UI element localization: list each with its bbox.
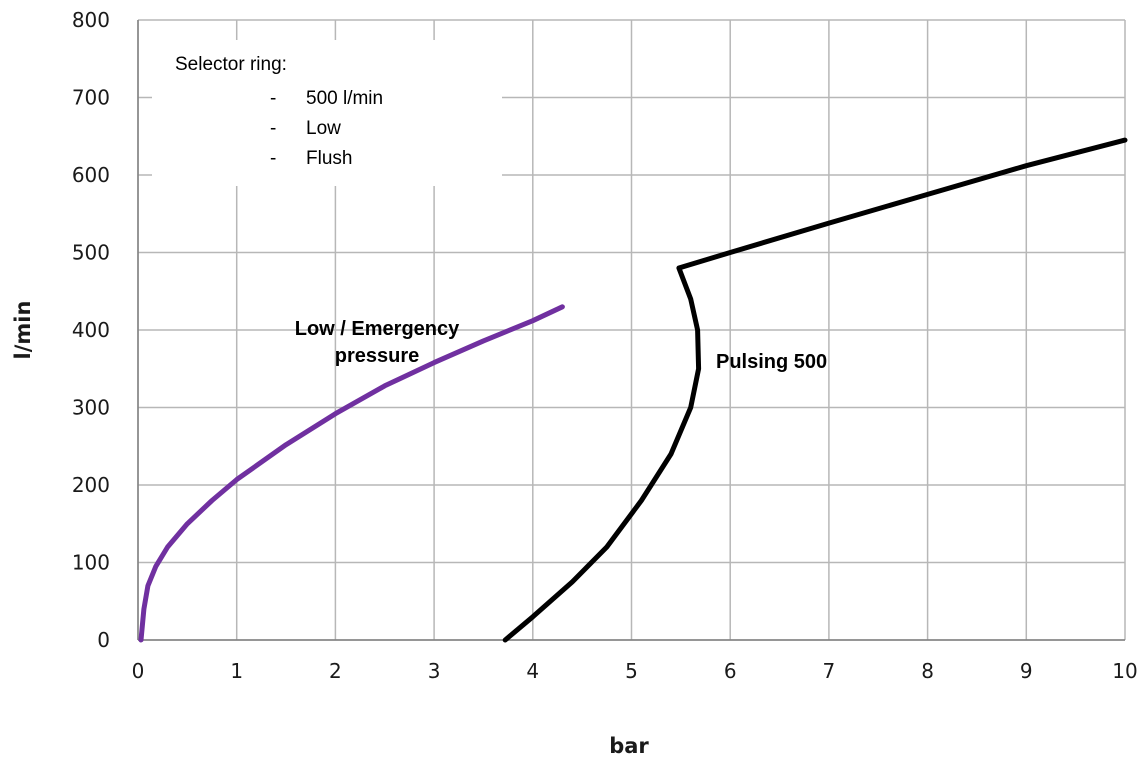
axes (137, 20, 1125, 641)
annotation-pulsing-500: Pulsing 500 (716, 351, 827, 373)
y-tick-label: 600 (72, 163, 110, 187)
x-tick-label: 0 (132, 659, 145, 683)
y-tick-labels: 0 100 200 300 400 500 600 700 800 (72, 8, 110, 652)
series (138, 137, 1128, 643)
legend-title: Selector ring: (175, 54, 287, 75)
legend-item-flush: Flush (306, 148, 352, 169)
annotation-low-emergency-line1: Low / Emergency (295, 318, 460, 340)
legend-background (152, 40, 502, 186)
x-tick-label: 6 (724, 659, 737, 683)
x-tick-label: 9 (1020, 659, 1033, 683)
y-axis-title: l/min (11, 301, 35, 360)
y-tick-label: 800 (72, 8, 110, 32)
x-tick-label: 1 (230, 659, 243, 683)
legend-item-500-lmin: 500 l/min (306, 88, 383, 109)
legend-bullet: - (270, 148, 276, 169)
series-line-low-emergency (138, 304, 565, 643)
annotation-low-emergency-line2: pressure (335, 345, 420, 367)
legend-box: Selector ring: - 500 l/min - Low - Flush (152, 40, 502, 186)
legend-bullet: - (270, 118, 276, 139)
x-tick-label: 2 (329, 659, 342, 683)
legend-item-low: Low (306, 118, 341, 139)
x-tick-label: 4 (526, 659, 539, 683)
x-axis-title: bar (609, 734, 649, 758)
y-tick-label: 500 (72, 241, 110, 265)
series-line-pulsing-500 (502, 137, 1128, 643)
y-tick-label: 100 (72, 551, 110, 575)
y-tick-label: 400 (72, 318, 110, 342)
legend-bullet: - (270, 88, 276, 109)
x-tick-labels: 0 1 2 3 4 5 6 7 8 9 10 (132, 659, 1138, 683)
y-tick-label: 700 (72, 86, 110, 110)
x-tick-label: 8 (921, 659, 934, 683)
y-tick-label: 200 (72, 473, 110, 497)
x-tick-label: 7 (823, 659, 836, 683)
x-tick-label: 5 (625, 659, 638, 683)
x-tick-label: 10 (1112, 659, 1137, 683)
y-tick-label: 0 (97, 628, 110, 652)
y-tick-label: 300 (72, 396, 110, 420)
x-tick-label: 3 (428, 659, 441, 683)
